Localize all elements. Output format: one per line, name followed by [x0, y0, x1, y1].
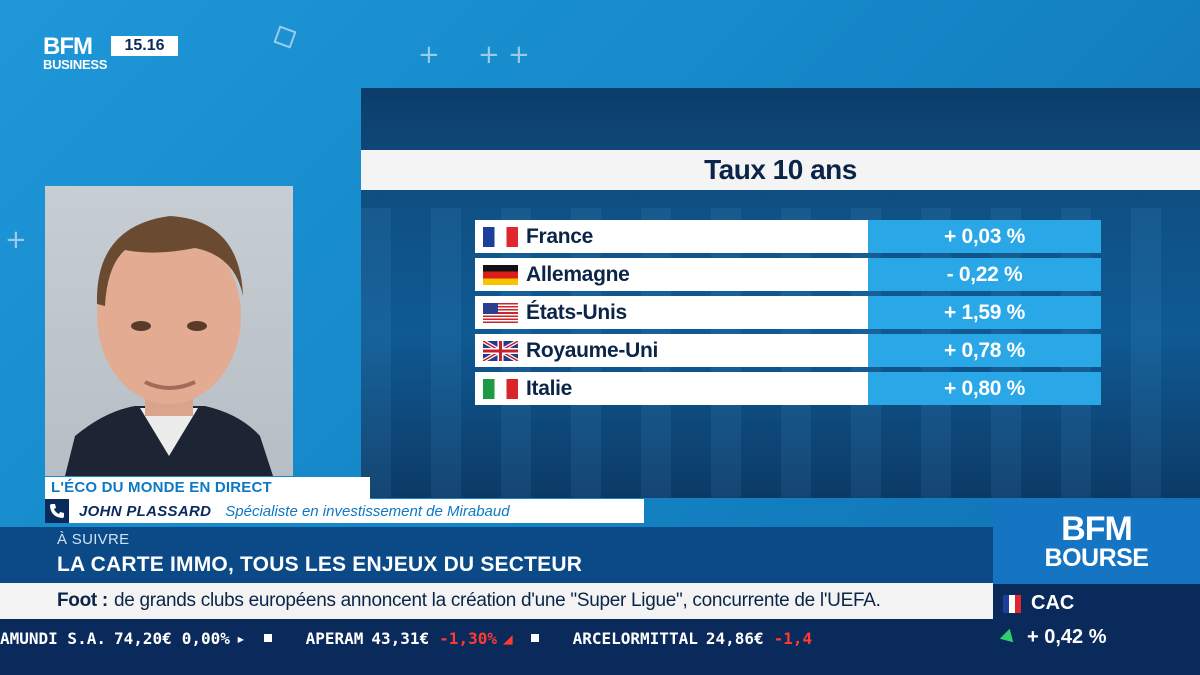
logo-main-text: BFM [43, 33, 93, 60]
royaume-uni-flag-icon [483, 340, 518, 361]
plus-decoration-icon: + [5, 225, 27, 255]
france-flag-icon [483, 226, 518, 247]
guest-portrait-image [65, 216, 273, 476]
ticker-name: AMUNDI S.A. [0, 628, 106, 648]
allemagne-flag-icon [483, 264, 518, 285]
index-row: CAC [1003, 592, 1074, 615]
country-name: États-Unis [526, 300, 627, 324]
plus-decoration-icon: + [508, 40, 530, 70]
channel-logo: BFM BUSINESS [43, 33, 108, 72]
index-change: + 0,42 % [1027, 626, 1107, 648]
rate-value: + 0,80 % [868, 372, 1101, 405]
index-change-row: + 0,42 % [999, 626, 1107, 649]
ticker-change: 0,00% [181, 628, 230, 648]
rates-panel: Taux 10 ans France + 0,03 % Allemagne - 0,2… [361, 88, 1200, 498]
ticker-change: -1,4 [773, 628, 813, 648]
bourse-logo: BFM BOURSE [993, 500, 1200, 584]
ticker-separator-icon [530, 634, 539, 642]
guest-info-bar: JOHN PLASSARD Spécialiste en investissem… [45, 499, 644, 523]
plus-decoration-icon: + [478, 40, 500, 70]
rates-table: France + 0,03 % Allemagne - 0,22 % États-Uni… [475, 220, 1101, 410]
up-next-title: LA CARTE IMMO, TOUS LES ENJEUX DU SECTEU… [57, 553, 583, 576]
guest-name: JOHN PLASSARD [79, 502, 212, 520]
index-box: CAC + 0,42 % [993, 584, 1200, 675]
show-title-tag: L'ÉCO DU MONDE EN DIRECT [45, 477, 370, 499]
rate-row: Italie + 0,80 % [475, 372, 1101, 405]
france-flag-icon [1003, 594, 1021, 613]
rate-country-cell: Italie [475, 372, 868, 405]
square-decoration-icon [273, 25, 297, 49]
rate-value: + 0,78 % [868, 334, 1101, 367]
guest-role: Spécialiste en investissement de Mirabau… [225, 502, 510, 520]
up-next-label: À SUIVRE [57, 531, 130, 548]
up-arrow-icon [999, 628, 1019, 647]
panel-title: Taux 10 ans [361, 150, 1200, 190]
ticker-item: APERAM 43,31€ -1,30% ◢ [306, 629, 557, 648]
italie-flag-icon [483, 378, 518, 399]
ticker-arrow-icon: ▸ [235, 628, 246, 648]
ticker-price: 43,31€ [371, 628, 430, 648]
bourse-logo-bottom: BOURSE [1044, 544, 1149, 572]
news-crawl: Foot : de grands clubs européens annonce… [0, 583, 993, 619]
guest-photo [45, 186, 293, 476]
rate-row: Allemagne - 0,22 % [475, 258, 1101, 291]
rate-country-cell: États-Unis [475, 296, 868, 329]
country-name: Royaume-Uni [526, 338, 659, 362]
stock-ticker: AMUNDI S.A. 74,20€ 0,00% ▸ APERAM 43,31€ -1,30… [0, 619, 993, 657]
ticker-arrow-icon: ◢ [502, 628, 513, 648]
logo-sub-text: BUSINESS [43, 57, 108, 72]
news-category: Foot : [57, 590, 108, 611]
ticker-change: -1,30% [439, 628, 497, 648]
rate-row: France + 0,03 % [475, 220, 1101, 253]
rate-value: - 0,22 % [868, 258, 1101, 291]
news-headline: de grands clubs européens annoncent la c… [113, 590, 881, 611]
rate-country-cell: Allemagne [475, 258, 868, 291]
ticker-item: ARCELORMITTAL 24,86€ -1,4 [573, 629, 813, 648]
up-next-banner: À SUIVRE LA CARTE IMMO, TOUS LES ENJEUX … [0, 527, 993, 583]
rate-value: + 0,03 % [868, 220, 1101, 253]
index-name: CAC [1031, 592, 1075, 614]
ticker-item: AMUNDI S.A. 74,20€ 0,00% ▸ [0, 629, 290, 648]
bottom-strip [0, 657, 993, 675]
ticker-price: 74,20€ [113, 628, 172, 648]
ticker-name: ARCELORMITTAL [572, 628, 698, 648]
plus-decoration-icon: + [418, 40, 440, 70]
country-name: Allemagne [526, 262, 630, 286]
country-name: France [526, 224, 594, 248]
country-name: Italie [526, 376, 573, 400]
ticker-separator-icon [263, 634, 272, 642]
bourse-logo-top: BFM [1061, 510, 1133, 548]
ticker-price: 24,86€ [705, 628, 764, 648]
ticker-name: APERAM [305, 628, 364, 648]
clock: 15.16 [111, 36, 178, 56]
rate-row: Royaume-Uni + 0,78 % [475, 334, 1101, 367]
rate-country-cell: France [475, 220, 868, 253]
etats-unis-flag-icon [483, 302, 518, 323]
phone-icon [45, 499, 69, 523]
rate-value: + 1,59 % [868, 296, 1101, 329]
rate-row: États-Unis + 1,59 % [475, 296, 1101, 329]
rate-country-cell: Royaume-Uni [475, 334, 868, 367]
